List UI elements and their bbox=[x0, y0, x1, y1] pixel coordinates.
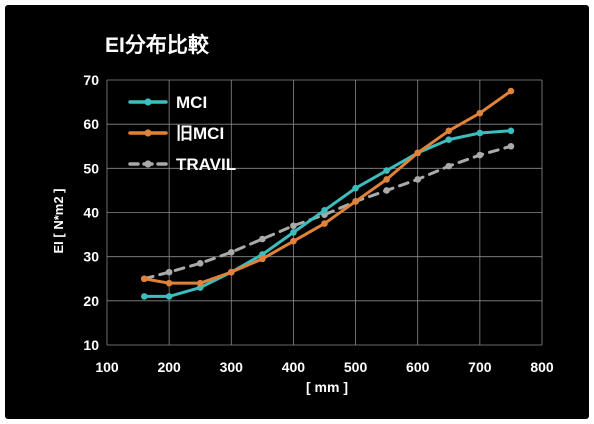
data-point-0 bbox=[507, 127, 515, 135]
chart-frame: EI分布比較 100 200 300 400 500 600 700 800 10 20 30 40… bbox=[5, 5, 589, 419]
x-tick-label: 700 bbox=[468, 359, 492, 375]
x-tick-label: 300 bbox=[220, 359, 244, 375]
series-line-1 bbox=[142, 89, 513, 285]
y-tick-label: 40 bbox=[83, 205, 99, 221]
legend-label-1: 旧MCI bbox=[176, 124, 224, 143]
x-tick-label: 800 bbox=[530, 359, 554, 375]
x-tick-label: 400 bbox=[282, 359, 306, 375]
legend-label-0: MCI bbox=[176, 93, 207, 112]
y-tick-label: 60 bbox=[83, 116, 99, 132]
y-tick-label: 20 bbox=[83, 293, 99, 309]
data-point-2 bbox=[165, 268, 173, 276]
chart: EI分布比較 100 200 300 400 500 600 700 800 10 20 30 40… bbox=[51, 33, 554, 395]
y-tick-label: 70 bbox=[83, 72, 99, 88]
legend: MCI 旧MCI TRAVIL bbox=[128, 93, 236, 174]
y-tick-label: 10 bbox=[83, 337, 99, 353]
data-point-1 bbox=[290, 237, 297, 245]
y-axis-label: EI [ N*m2 ] bbox=[51, 188, 66, 253]
data-point-2 bbox=[445, 162, 453, 170]
data-point-1 bbox=[445, 127, 453, 135]
data-point-1 bbox=[140, 275, 148, 283]
data-point-1 bbox=[352, 198, 359, 205]
chart-title: EI分布比較 bbox=[105, 33, 210, 57]
data-point-0 bbox=[321, 206, 328, 214]
data-point-2 bbox=[414, 176, 422, 183]
data-point-2 bbox=[196, 259, 204, 267]
data-point-0 bbox=[445, 136, 453, 143]
data-point-0 bbox=[383, 167, 390, 174]
x-tick-label: 200 bbox=[157, 359, 181, 375]
x-tick-label: 100 bbox=[95, 359, 119, 375]
data-point-2 bbox=[383, 187, 390, 194]
data-point-1 bbox=[507, 87, 515, 95]
legend-label-2: TRAVIL bbox=[176, 155, 236, 174]
legend-marker-1 bbox=[144, 129, 152, 137]
data-point-1 bbox=[414, 149, 422, 157]
series-layer bbox=[140, 87, 515, 300]
legend-marker-0 bbox=[144, 98, 152, 106]
data-point-0 bbox=[140, 293, 148, 300]
data-point-1 bbox=[165, 279, 173, 287]
data-point-1 bbox=[383, 176, 390, 183]
data-point-1 bbox=[196, 279, 204, 287]
data-point-1 bbox=[321, 220, 328, 227]
legend-marker-2 bbox=[144, 160, 152, 168]
y-axis-ticks: 10 20 30 40 50 60 70 bbox=[83, 72, 99, 353]
x-axis-label: [ mm ] bbox=[306, 379, 348, 395]
data-point-0 bbox=[290, 229, 297, 236]
x-axis-ticks: 100 200 300 400 500 600 700 800 bbox=[95, 359, 554, 375]
data-point-2 bbox=[259, 235, 266, 243]
x-tick-label: 500 bbox=[344, 359, 368, 375]
grid bbox=[106, 79, 543, 346]
data-point-0 bbox=[352, 184, 359, 192]
y-tick-label: 30 bbox=[83, 249, 99, 265]
data-point-0 bbox=[476, 129, 484, 137]
data-point-1 bbox=[476, 109, 484, 117]
data-point-2 bbox=[227, 248, 235, 256]
data-point-0 bbox=[165, 293, 173, 300]
data-point-2 bbox=[476, 151, 484, 159]
x-tick-label: 600 bbox=[406, 359, 430, 375]
data-point-1 bbox=[227, 268, 235, 276]
data-point-1 bbox=[259, 255, 266, 263]
data-point-2 bbox=[290, 222, 297, 230]
data-point-2 bbox=[507, 142, 515, 150]
y-tick-label: 50 bbox=[83, 160, 99, 176]
